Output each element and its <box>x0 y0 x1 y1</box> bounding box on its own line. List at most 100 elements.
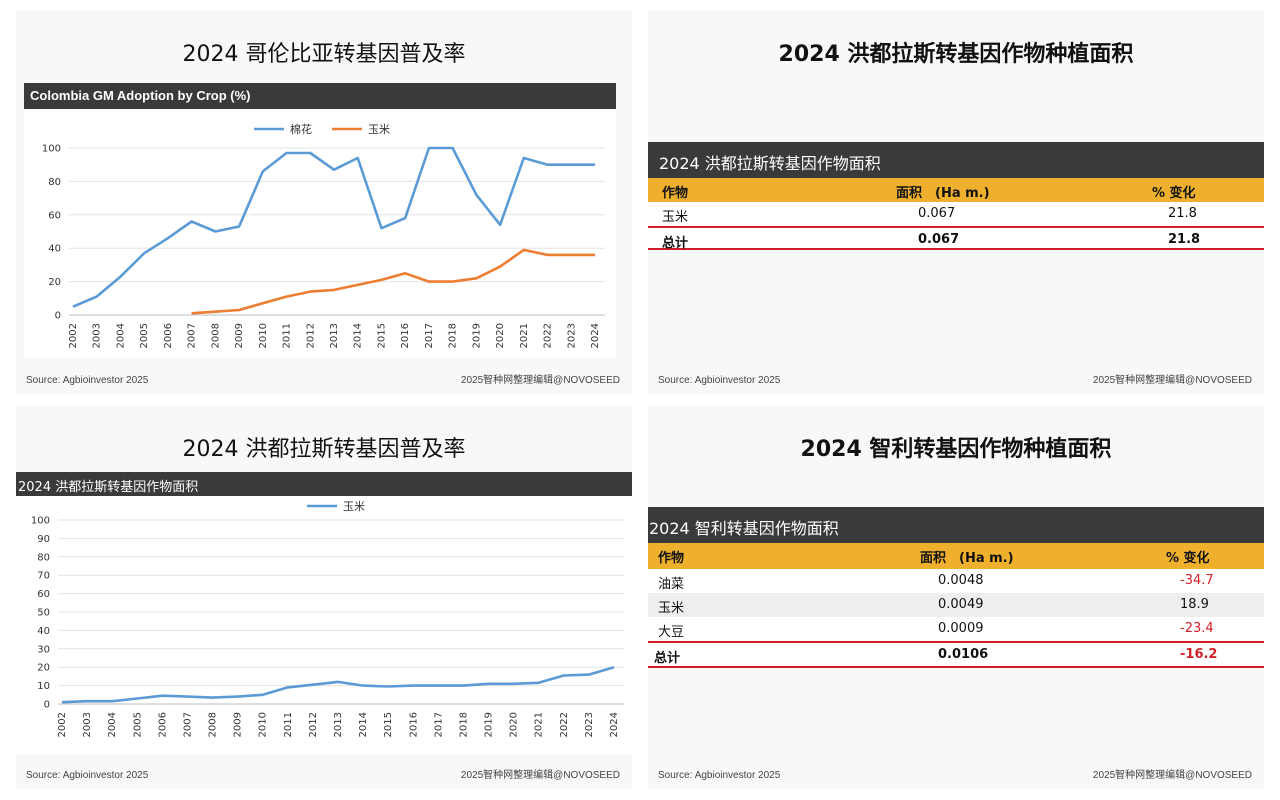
y-tick-label: 70 <box>37 571 50 582</box>
column-change: % 变化 <box>1152 186 1196 201</box>
legend-label: 棉花 <box>290 122 312 136</box>
x-tick-label: 2008 <box>210 323 221 348</box>
x-tick-label: 2005 <box>139 323 150 348</box>
table-row: 玉米 0.067 21.8 <box>648 202 1264 226</box>
x-tick-label: 2009 <box>233 712 244 737</box>
x-tick-label: 2007 <box>182 712 193 737</box>
change-cell: 21.8 <box>1168 206 1197 221</box>
source-note: Source: Agbioinvestor 2025 <box>26 375 149 386</box>
y-tick-label: 20 <box>37 663 50 674</box>
panel-title: 2024 洪都拉斯转基因作物种植面积 <box>778 42 1134 67</box>
chart-header: Colombia GM Adoption by Crop (%) <box>24 83 616 109</box>
series-line <box>72 146 595 308</box>
total-label: 总计 <box>654 651 681 666</box>
credit-note: 2025智种网整理编辑@NOVOSEED <box>460 770 620 781</box>
colombia-line-chart: 0 20 40 60 80 100 2002 2003 2004 2005 2006 2007 2008… <box>42 122 605 348</box>
table-column-header: 作物 面积 (Ha m.) % 变化 <box>648 543 1264 569</box>
source-note: Source: Agbioinvestor 2025 <box>26 770 149 781</box>
x-tick-label: 2022 <box>559 712 570 737</box>
x-tick-label: 2016 <box>400 323 411 348</box>
y-tick-label: 60 <box>48 210 61 221</box>
table-total-row: 总计 0.0106 -16.2 <box>648 641 1264 668</box>
chile-area-panel: 2024 智利转基因作物种植面积 2024 智利转基因作物面积 作物 面积 (H… <box>648 405 1264 789</box>
series-line <box>61 665 615 704</box>
x-tick-label: 2023 <box>566 323 577 348</box>
x-tick-label: 2015 <box>376 323 387 348</box>
credit-note: 2025智种网整理编辑@NOVOSEED <box>460 375 620 386</box>
x-tick-label: 2023 <box>584 712 595 737</box>
x-tick-label: 2012 <box>305 323 316 348</box>
x-tick-label: 2003 <box>92 323 103 348</box>
column-area: 面积 (Ha m.) <box>920 551 1014 566</box>
x-tick-label: 2013 <box>329 323 340 348</box>
crop-cell: 玉米 <box>662 210 689 225</box>
x-tick-label: 2019 <box>471 323 482 348</box>
x-tick-label: 2010 <box>258 323 269 348</box>
x-tick-label: 2006 <box>157 712 168 737</box>
series-line <box>191 248 595 315</box>
panel-title: 2024 洪都拉斯转基因普及率 <box>182 437 466 462</box>
table-header: 2024 洪都拉斯转基因作物面积 <box>648 142 1264 178</box>
colombia-adoption-panel: 2024 哥伦比亚转基因普及率 Colombia GM Adoption by … <box>16 10 632 394</box>
honduras-adoption-panel: 2024 洪都拉斯转基因普及率 2024 洪都拉斯转基因作物面积 0 10 20 30… <box>16 405 632 789</box>
x-tick-label: 2017 <box>424 323 435 348</box>
legend-label: 玉米 <box>343 500 365 513</box>
y-tick-label: 10 <box>37 681 50 692</box>
crop-cell: 玉米 <box>658 601 685 616</box>
y-tick-label: 60 <box>37 589 50 600</box>
x-tick-label: 2002 <box>68 323 79 348</box>
area-cell: 0.0009 <box>938 621 984 636</box>
x-tick-label: 2010 <box>258 712 269 737</box>
total-area: 0.067 <box>918 232 960 247</box>
x-tick-label: 2024 <box>590 323 601 348</box>
total-label: 总计 <box>662 236 689 251</box>
total-change: -16.2 <box>1180 647 1218 662</box>
x-tick-label: 2014 <box>358 712 369 737</box>
y-tick-label: 50 <box>37 608 50 619</box>
table-row: 玉米 0.0049 18.9 <box>648 593 1264 617</box>
column-crop: 作物 <box>662 186 689 201</box>
crop-cell: 油菜 <box>658 577 685 592</box>
x-tick-label: 2004 <box>115 323 126 348</box>
x-tick-label: 2021 <box>519 323 530 348</box>
x-tick-label: 2006 <box>163 323 174 348</box>
table-column-header: 作物 面积 (Ha m.) % 变化 <box>648 178 1264 202</box>
x-tick-label: 2021 <box>534 712 545 737</box>
y-tick-label: 40 <box>37 626 50 637</box>
honduras-area-panel: 2024 洪都拉斯转基因作物种植面积 2024 洪都拉斯转基因作物面积 作物 面… <box>648 10 1264 394</box>
x-tick-label: 2020 <box>509 712 520 737</box>
x-tick-label: 2011 <box>283 712 294 737</box>
honduras-line-chart: 0 10 20 30 40 50 60 70 80 90 100 2002 2003 2004 2005 20… <box>31 500 624 737</box>
chart-area: 0 10 20 30 40 50 60 70 80 90 100 2002 2003 2004 2005 20… <box>16 496 632 754</box>
x-tick-label: 2024 <box>609 712 620 737</box>
total-change: 21.8 <box>1168 232 1201 247</box>
area-cell: 0.0048 <box>938 573 984 588</box>
change-cell: -34.7 <box>1180 573 1214 588</box>
table-header: 2024 智利转基因作物面积 <box>648 507 1264 543</box>
y-tick-label: 100 <box>42 144 61 155</box>
legend-label: 玉米 <box>368 123 390 136</box>
x-tick-label: 2004 <box>107 712 118 737</box>
x-tick-label: 2016 <box>408 712 419 737</box>
x-tick-label: 2002 <box>57 712 68 737</box>
x-tick-label: 2013 <box>333 712 344 737</box>
panel-title: 2024 智利转基因作物种植面积 <box>800 437 1112 462</box>
x-tick-label: 2014 <box>353 323 364 348</box>
column-crop: 作物 <box>658 551 685 566</box>
x-tick-label: 2020 <box>495 323 506 348</box>
table-row: 油菜 0.0048 -34.7 <box>648 569 1264 593</box>
y-tick-label: 100 <box>31 516 50 527</box>
chart-header: 2024 洪都拉斯转基因作物面积 <box>16 472 632 496</box>
x-tick-label: 2009 <box>234 323 245 348</box>
table-row: 大豆 0.0009 -23.4 <box>648 617 1264 641</box>
x-tick-label: 2017 <box>433 712 444 737</box>
y-tick-label: 90 <box>37 534 50 545</box>
credit-note: 2025智种网整理编辑@NOVOSEED <box>1092 375 1252 386</box>
change-cell: -23.4 <box>1180 621 1214 636</box>
y-tick-label: 0 <box>55 311 61 322</box>
x-tick-label: 2007 <box>187 323 198 348</box>
area-cell: 0.067 <box>918 206 956 221</box>
table-total-row: 总计 0.067 21.8 <box>648 226 1264 251</box>
x-tick-label: 2003 <box>82 712 93 737</box>
credit-note: 2025智种网整理编辑@NOVOSEED <box>1092 770 1252 781</box>
